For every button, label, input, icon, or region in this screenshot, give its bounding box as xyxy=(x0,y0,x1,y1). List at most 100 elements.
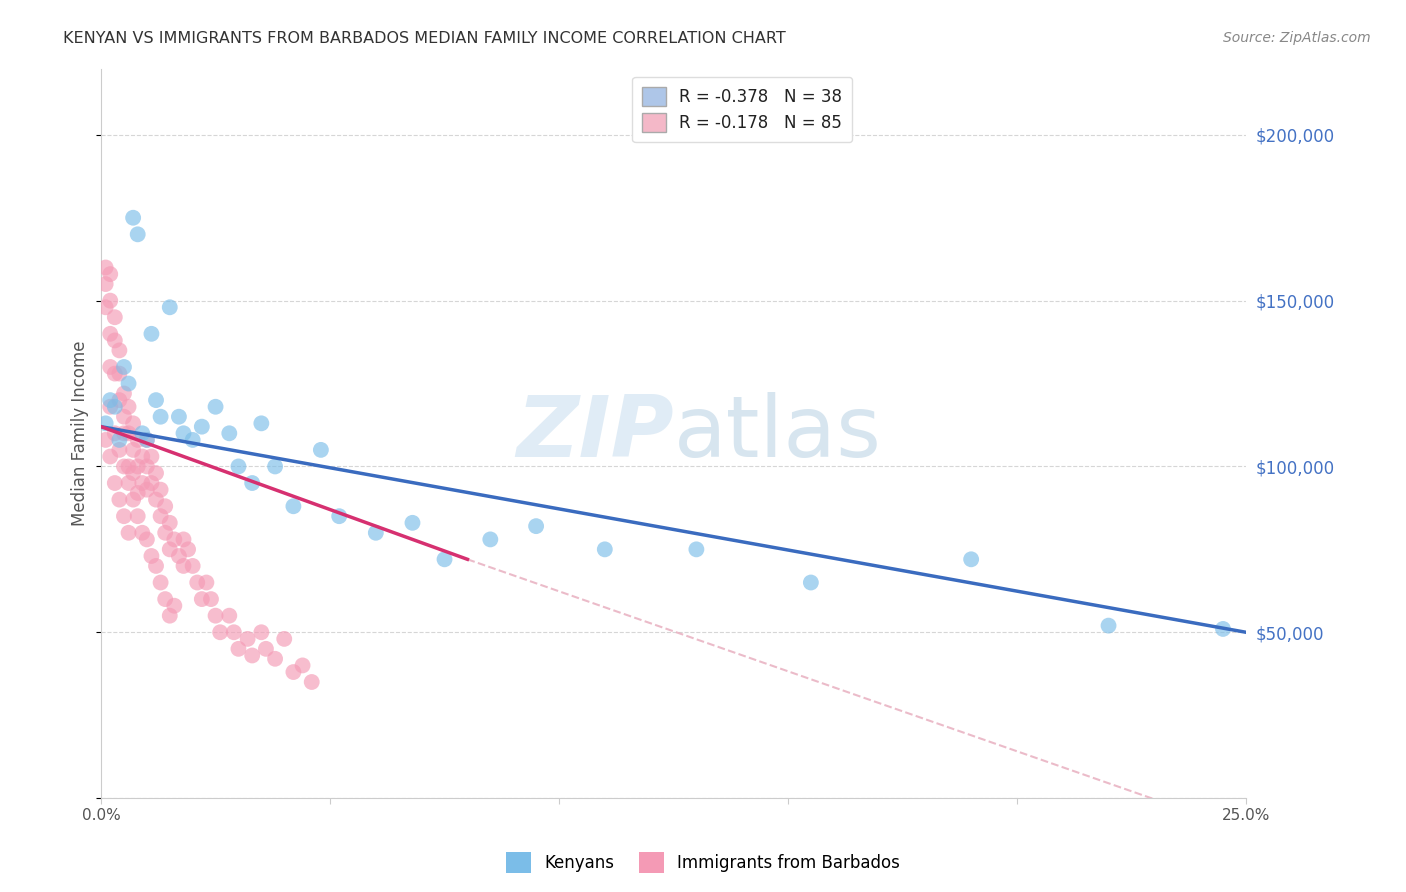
Point xyxy=(127,509,149,524)
Point xyxy=(800,575,823,590)
Point xyxy=(250,417,273,431)
Point xyxy=(149,483,172,497)
Point xyxy=(181,558,204,573)
Point xyxy=(479,533,502,547)
Point xyxy=(250,625,273,640)
Point xyxy=(122,211,145,225)
Point xyxy=(108,367,131,381)
Point xyxy=(153,500,176,514)
Point xyxy=(135,433,157,447)
Point xyxy=(98,393,121,408)
Point xyxy=(104,476,127,491)
Point xyxy=(1097,618,1119,632)
Point xyxy=(94,417,117,431)
Point xyxy=(173,533,195,547)
Point xyxy=(181,433,204,447)
Point xyxy=(141,326,163,341)
Point xyxy=(108,442,131,457)
Point xyxy=(236,632,259,646)
Point xyxy=(98,267,121,281)
Point xyxy=(117,525,139,540)
Point xyxy=(117,459,139,474)
Point xyxy=(153,525,176,540)
Point xyxy=(228,641,250,656)
Point xyxy=(264,652,287,666)
Point xyxy=(1212,622,1234,636)
Point xyxy=(167,549,190,563)
Point xyxy=(283,665,305,679)
Point xyxy=(228,459,250,474)
Point xyxy=(177,542,200,557)
Point xyxy=(200,592,222,607)
Point xyxy=(131,476,153,491)
Point xyxy=(117,476,139,491)
Point xyxy=(94,277,117,291)
Point xyxy=(135,533,157,547)
Point xyxy=(159,516,181,530)
Point xyxy=(153,592,176,607)
Point xyxy=(131,450,153,464)
Point xyxy=(112,459,135,474)
Point xyxy=(167,409,190,424)
Point xyxy=(222,625,245,640)
Point xyxy=(240,476,263,491)
Point xyxy=(145,492,167,507)
Legend: R = -0.378   N = 38, R = -0.178   N = 85: R = -0.378 N = 38, R = -0.178 N = 85 xyxy=(633,77,852,142)
Point xyxy=(309,442,332,457)
Point xyxy=(218,608,240,623)
Point xyxy=(94,300,117,314)
Point xyxy=(524,519,547,533)
Point xyxy=(117,426,139,441)
Point xyxy=(127,486,149,500)
Point xyxy=(141,450,163,464)
Point xyxy=(131,426,153,441)
Point xyxy=(328,509,350,524)
Point xyxy=(283,500,305,514)
Point xyxy=(191,419,214,434)
Point xyxy=(117,400,139,414)
Point xyxy=(117,376,139,391)
Point xyxy=(108,492,131,507)
Point xyxy=(685,542,707,557)
Point xyxy=(94,433,117,447)
Point xyxy=(98,359,121,374)
Point xyxy=(108,433,131,447)
Point xyxy=(94,260,117,275)
Text: Source: ZipAtlas.com: Source: ZipAtlas.com xyxy=(1223,31,1371,45)
Point xyxy=(163,533,186,547)
Point xyxy=(173,558,195,573)
Point xyxy=(401,516,423,530)
Point xyxy=(104,310,127,325)
Point xyxy=(159,542,181,557)
Point xyxy=(273,632,295,646)
Point xyxy=(173,426,195,441)
Point xyxy=(122,466,145,480)
Point xyxy=(163,599,186,613)
Point xyxy=(145,558,167,573)
Point xyxy=(104,334,127,348)
Point xyxy=(159,300,181,314)
Point xyxy=(104,426,127,441)
Point xyxy=(135,433,157,447)
Point xyxy=(204,400,226,414)
Point xyxy=(240,648,263,663)
Point xyxy=(593,542,616,557)
Point xyxy=(364,525,387,540)
Point xyxy=(209,625,232,640)
Point xyxy=(98,450,121,464)
Point xyxy=(149,409,172,424)
Point xyxy=(191,592,214,607)
Point xyxy=(122,417,145,431)
Point xyxy=(960,552,983,566)
Point xyxy=(112,509,135,524)
Point xyxy=(218,426,240,441)
Point xyxy=(112,409,135,424)
Point xyxy=(104,400,127,414)
Point xyxy=(98,293,121,308)
Point xyxy=(291,658,314,673)
Point xyxy=(254,641,277,656)
Point xyxy=(98,326,121,341)
Text: atlas: atlas xyxy=(673,392,882,475)
Point xyxy=(122,442,145,457)
Point xyxy=(127,459,149,474)
